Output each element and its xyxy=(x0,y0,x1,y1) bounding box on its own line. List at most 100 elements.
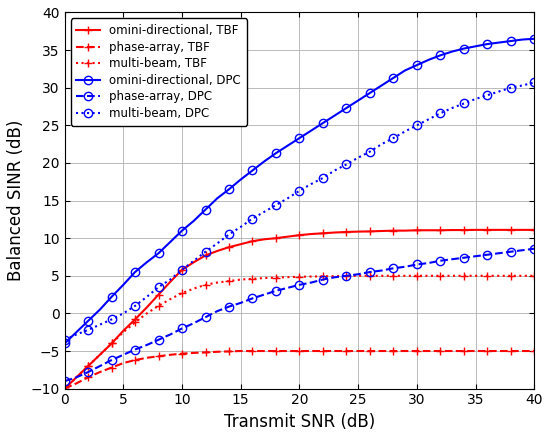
omini-directional, DPC xyxy=(249,168,256,173)
omini-directional, TBF xyxy=(508,227,514,233)
multi-beam, DPC xyxy=(214,241,221,246)
omini-directional, TBF xyxy=(332,230,338,235)
multi-beam, TBF xyxy=(273,275,279,280)
phase-array, TBF xyxy=(425,348,432,353)
multi-beam, DPC xyxy=(202,249,209,254)
multi-beam, TBF xyxy=(167,297,174,302)
multi-beam, TBF xyxy=(214,280,221,285)
omini-directional, DPC xyxy=(484,42,491,47)
multi-beam, TBF xyxy=(378,273,385,279)
phase-array, TBF xyxy=(238,348,244,353)
omini-directional, TBF xyxy=(355,229,361,234)
phase-array, DPC xyxy=(120,352,127,357)
phase-array, DPC xyxy=(132,347,139,352)
multi-beam, DPC xyxy=(484,92,491,98)
multi-beam, TBF xyxy=(61,386,68,391)
phase-array, DPC xyxy=(414,262,420,267)
phase-array, TBF xyxy=(202,350,209,355)
phase-array, DPC xyxy=(508,249,514,254)
multi-beam, DPC xyxy=(332,168,338,173)
multi-beam, TBF xyxy=(519,273,526,279)
multi-beam, DPC xyxy=(296,188,303,194)
phase-array, TBF xyxy=(155,353,162,359)
phase-array, TBF xyxy=(496,348,502,353)
omini-directional, DPC xyxy=(132,269,139,275)
phase-array, TBF xyxy=(320,348,326,353)
Line: omini-directional, TBF: omini-directional, TBF xyxy=(60,226,538,393)
phase-array, TBF xyxy=(308,348,315,353)
multi-beam, DPC xyxy=(449,106,455,111)
phase-array, TBF xyxy=(120,360,127,366)
multi-beam, DPC xyxy=(132,303,139,308)
omini-directional, TBF xyxy=(273,236,279,241)
omini-directional, TBF xyxy=(484,227,491,233)
omini-directional, TBF xyxy=(226,244,232,250)
phase-array, TBF xyxy=(190,350,197,356)
omini-directional, DPC xyxy=(390,75,397,81)
multi-beam, DPC xyxy=(402,129,409,134)
multi-beam, DPC xyxy=(85,327,91,332)
multi-beam, TBF xyxy=(85,364,91,369)
phase-array, DPC xyxy=(531,246,537,251)
phase-array, DPC xyxy=(484,252,491,258)
omini-directional, DPC xyxy=(296,135,303,141)
omini-directional, DPC xyxy=(332,113,338,118)
omini-directional, DPC xyxy=(531,36,537,42)
multi-beam, TBF xyxy=(132,320,139,325)
omini-directional, TBF xyxy=(155,292,162,297)
omini-directional, TBF xyxy=(390,228,397,233)
multi-beam, TBF xyxy=(320,274,326,279)
multi-beam, DPC xyxy=(378,141,385,147)
multi-beam, DPC xyxy=(355,155,361,160)
multi-beam, TBF xyxy=(460,273,467,279)
phase-array, DPC xyxy=(249,296,256,301)
phase-array, TBF xyxy=(378,348,385,353)
omini-directional, TBF xyxy=(296,233,303,238)
phase-array, DPC xyxy=(238,300,244,305)
phase-array, DPC xyxy=(320,277,326,282)
omini-directional, DPC xyxy=(179,228,185,233)
phase-array, TBF xyxy=(167,352,174,357)
phase-array, DPC xyxy=(85,370,91,375)
omini-directional, DPC xyxy=(449,49,455,54)
multi-beam, TBF xyxy=(308,274,315,279)
multi-beam, DPC xyxy=(179,267,185,272)
phase-array, TBF xyxy=(214,349,221,354)
multi-beam, TBF xyxy=(484,273,491,279)
omini-directional, TBF xyxy=(402,228,409,233)
multi-beam, DPC xyxy=(320,175,326,180)
Line: phase-array, DPC: phase-array, DPC xyxy=(60,244,538,385)
multi-beam, DPC xyxy=(249,216,256,221)
omini-directional, DPC xyxy=(61,341,68,346)
multi-beam, TBF xyxy=(144,311,150,316)
multi-beam, DPC xyxy=(508,85,514,90)
multi-beam, DPC xyxy=(155,284,162,290)
phase-array, DPC xyxy=(261,292,267,297)
omini-directional, DPC xyxy=(414,63,420,68)
phase-array, DPC xyxy=(367,269,373,275)
phase-array, TBF xyxy=(332,348,338,353)
omini-directional, TBF xyxy=(120,328,127,333)
phase-array, DPC xyxy=(73,375,80,380)
omini-directional, TBF xyxy=(85,364,91,369)
multi-beam, DPC xyxy=(273,202,279,208)
phase-array, TBF xyxy=(367,348,373,353)
omini-directional, DPC xyxy=(437,53,444,58)
phase-array, DPC xyxy=(284,285,291,290)
omini-directional, TBF xyxy=(343,230,350,235)
omini-directional, DPC xyxy=(155,251,162,256)
multi-beam, TBF xyxy=(367,273,373,279)
omini-directional, TBF xyxy=(308,231,315,237)
phase-array, DPC xyxy=(296,282,303,287)
phase-array, TBF xyxy=(414,348,420,353)
omini-directional, TBF xyxy=(238,241,244,247)
phase-array, TBF xyxy=(97,370,103,375)
phase-array, TBF xyxy=(132,357,139,363)
phase-array, DPC xyxy=(167,332,174,337)
multi-beam, DPC xyxy=(472,96,479,102)
phase-array, DPC xyxy=(179,326,185,331)
omini-directional, TBF xyxy=(437,228,444,233)
omini-directional, TBF xyxy=(261,237,267,242)
multi-beam, DPC xyxy=(496,89,502,94)
phase-array, TBF xyxy=(284,348,291,353)
